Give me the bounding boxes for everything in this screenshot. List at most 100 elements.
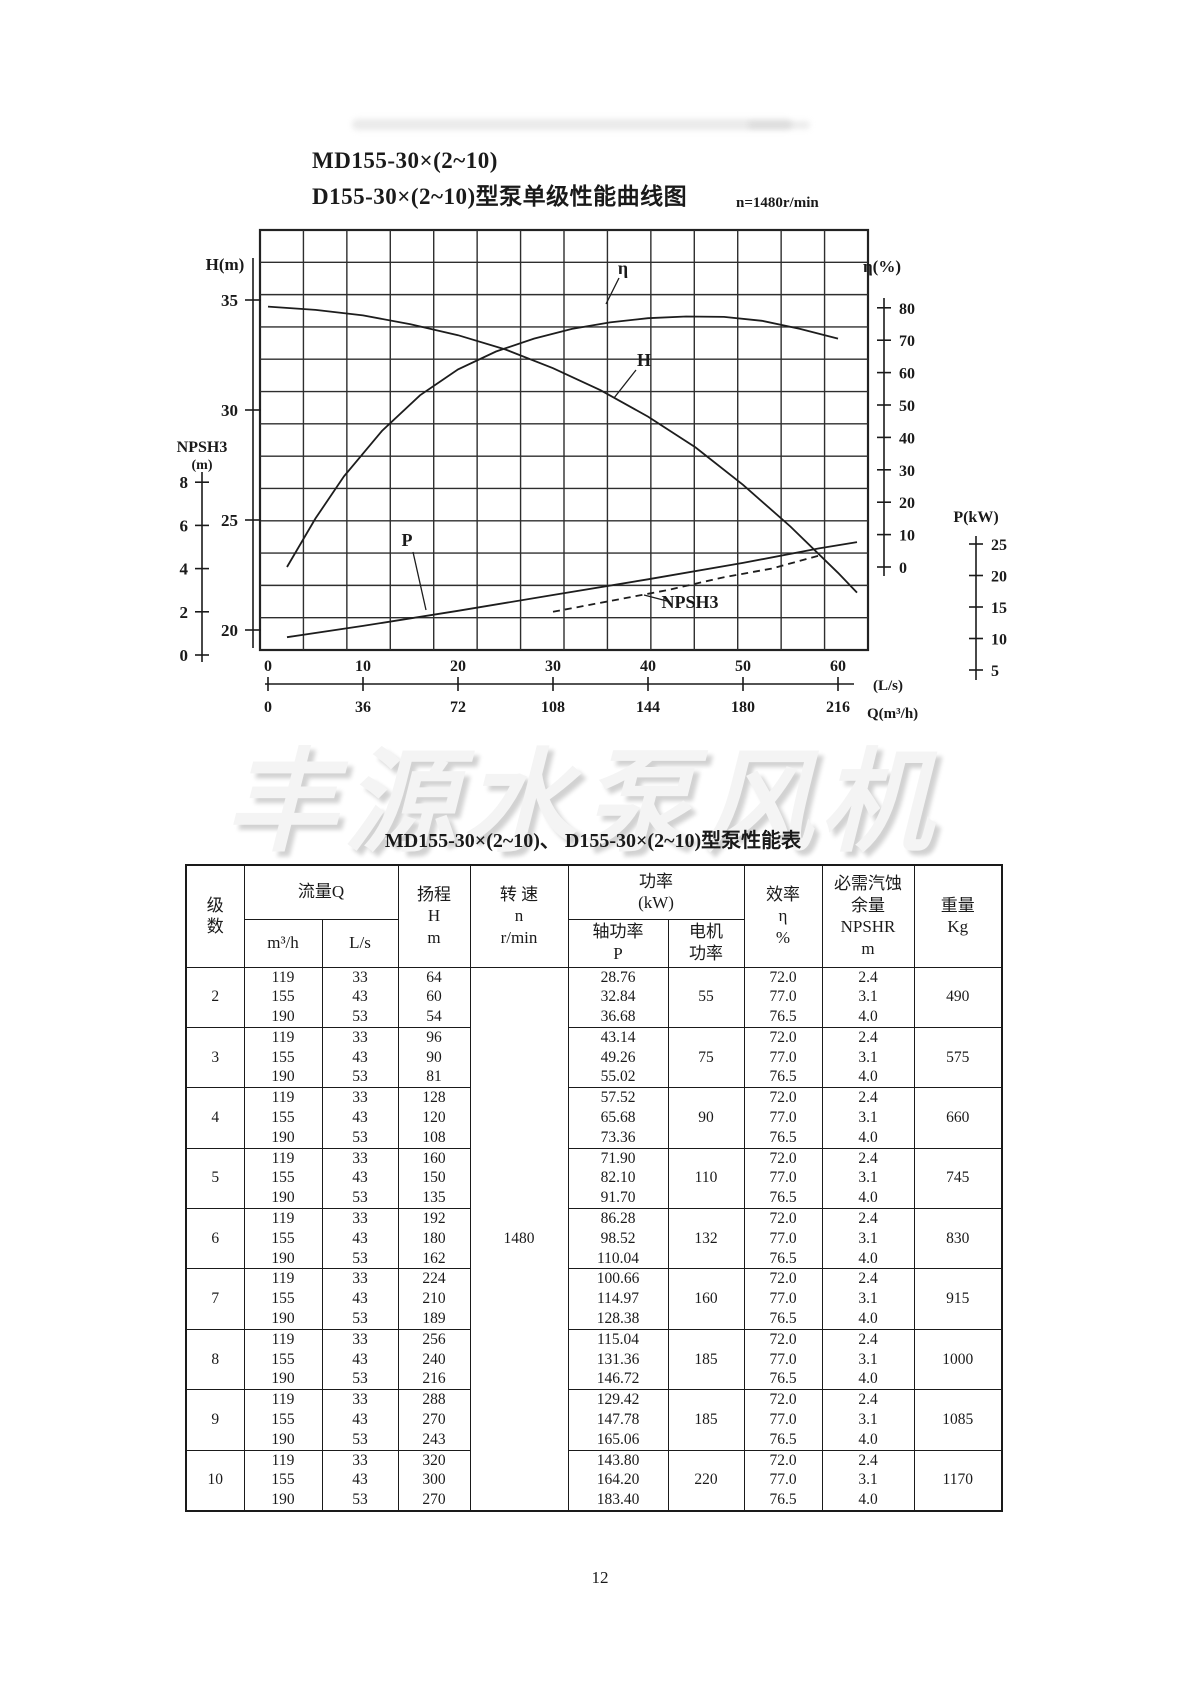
cell-weight: 575 (913, 1026, 1003, 1089)
cell-npshr: 2.4 3.1 4.0 (821, 1087, 915, 1149)
table-title: MD155-30×(2~10)、 D155-30×(2~10)型泵性能表 (384, 830, 802, 852)
cell-efficiency: 72.0 77.0 76.5 (743, 966, 823, 1028)
header-shaft-power: 轴功率 P (567, 918, 669, 968)
svg-text:70: 70 (899, 333, 915, 350)
cell-flow-ls: 33 43 53 (321, 1208, 399, 1270)
cell-efficiency: 72.0 77.0 76.5 (743, 1087, 823, 1149)
cell-shaft-power: 57.52 65.68 73.36 (567, 1087, 669, 1149)
cell-shaft-power: 71.90 82.10 91.70 (567, 1147, 669, 1210)
svg-text:50: 50 (899, 398, 915, 415)
cell-weight: 660 (913, 1087, 1003, 1149)
cell-flow-m3h: 119 155 190 (243, 1268, 323, 1330)
svg-text:25: 25 (991, 537, 1007, 554)
cell-head: 160 150 135 (397, 1147, 471, 1210)
cell-shaft-power: 86.28 98.52 110.04 (567, 1208, 669, 1270)
cell-flow-ls: 33 43 53 (321, 1147, 399, 1210)
cell-npshr: 2.4 3.1 4.0 (821, 1208, 915, 1270)
cell-motor-power: 185 (667, 1328, 745, 1391)
cell-weight: 830 (913, 1208, 1003, 1270)
svg-text:10: 10 (355, 658, 371, 675)
svg-text:60: 60 (830, 658, 846, 675)
cell-flow-m3h: 119 155 190 (243, 1147, 323, 1210)
stage-row-10: 10 119 155 190 33 43 53 320 300 270 143.80 1… (185, 1449, 1003, 1512)
svg-text:20: 20 (899, 495, 915, 512)
svg-text:0: 0 (264, 699, 272, 716)
cell-weight: 1000 (913, 1328, 1003, 1391)
cell-efficiency: 72.0 77.0 76.5 (743, 1147, 823, 1210)
svg-text:20: 20 (991, 569, 1007, 586)
cell-efficiency: 72.0 77.0 76.5 (743, 1026, 823, 1089)
svg-text:50: 50 (735, 658, 751, 675)
stage-row-9: 9 119 155 190 33 43 53 288 270 243 129.42 14… (185, 1389, 1003, 1451)
header-flow-ls: L/s (321, 918, 399, 968)
svg-text:H(m): H(m) (206, 255, 245, 274)
svg-text:10: 10 (899, 528, 915, 545)
cell-head: 64 60 54 (397, 966, 471, 1028)
cell-head: 320 300 270 (397, 1449, 471, 1512)
svg-text:η(%): η(%) (863, 257, 901, 276)
cell-flow-ls: 33 43 53 (321, 1026, 399, 1089)
cell-stage: 3 (185, 1026, 245, 1089)
chart-title-line-1: MD155-30×(2~10) (312, 148, 498, 173)
svg-text:5: 5 (991, 663, 999, 680)
scan-artifact-small (748, 121, 810, 129)
svg-text:10: 10 (991, 632, 1007, 649)
svg-text:30: 30 (545, 658, 561, 675)
cell-stage: 2 (185, 966, 245, 1028)
cell-motor-power: 132 (667, 1208, 745, 1270)
cell-head: 96 90 81 (397, 1026, 471, 1089)
cell-weight: 490 (913, 966, 1003, 1028)
stage-row-7: 7 119 155 190 33 43 53 224 210 189 100.66 11… (185, 1268, 1003, 1330)
cell-flow-ls: 33 43 53 (321, 1268, 399, 1330)
svg-text:(m): (m) (192, 458, 213, 473)
curve-label-eta: η (618, 258, 628, 278)
svg-text:20: 20 (450, 658, 466, 675)
svg-text:40: 40 (640, 658, 656, 675)
cell-npshr: 2.4 3.1 4.0 (821, 1147, 915, 1210)
cell-npshr: 2.4 3.1 4.0 (821, 1328, 915, 1391)
svg-text:25: 25 (221, 511, 238, 530)
cell-flow-m3h: 119 155 190 (243, 1389, 323, 1451)
scan-artifact (352, 119, 792, 130)
svg-text:0: 0 (180, 646, 189, 665)
watermark-text: 丰源水泵风机 (225, 742, 939, 866)
cell-flow-m3h: 119 155 190 (243, 966, 323, 1028)
svg-text:108: 108 (541, 699, 565, 716)
stage-row-4: 4 119 155 190 33 43 53 128 120 108 57.52 65.… (185, 1087, 1003, 1149)
cell-motor-power: 160 (667, 1268, 745, 1330)
rotation-speed-note: n=1480r/min (736, 195, 819, 211)
cell-npshr: 2.4 3.1 4.0 (821, 1389, 915, 1451)
cell-flow-m3h: 119 155 190 (243, 1026, 323, 1089)
svg-text:80: 80 (899, 301, 915, 318)
svg-text:Q(m³/h): Q(m³/h) (867, 706, 918, 722)
pump-table: 级 数 流量Q 扬程 H m 转 速 n r/min 功率 (kW) 效率 η … (185, 864, 1003, 1513)
chart-title-line-2: D155-30×(2~10)型泵单级性能曲线图 (312, 184, 688, 209)
header-stage: 级 数 (185, 864, 245, 968)
curve-label-npsh3: NPSH3 (661, 592, 718, 612)
svg-text:144: 144 (636, 699, 660, 716)
cell-stage: 4 (185, 1087, 245, 1149)
header-power: 功率 (kW) (567, 864, 745, 920)
cell-weight: 1085 (913, 1389, 1003, 1451)
cell-efficiency: 72.0 77.0 76.5 (743, 1328, 823, 1391)
cell-shaft-power: 143.80 164.20 183.40 (567, 1449, 669, 1512)
svg-text:60: 60 (899, 366, 915, 383)
stage-row-8: 8 119 155 190 33 43 53 256 240 216 115.04 13… (185, 1328, 1003, 1391)
cell-efficiency: 72.0 77.0 76.5 (743, 1389, 823, 1451)
cell-stage: 6 (185, 1208, 245, 1270)
cell-motor-power: 220 (667, 1449, 745, 1512)
header-efficiency: 效率 η % (743, 864, 823, 968)
cell-head: 288 270 243 (397, 1389, 471, 1451)
pump-table-header: 级 数 流量Q 扬程 H m 转 速 n r/min 功率 (kW) 效率 η … (185, 864, 1003, 968)
stage-row-2: 2 119 155 190 33 43 53 64 60 54 1480 28.76 32… (185, 966, 1003, 1512)
cell-npshr: 2.4 3.1 4.0 (821, 966, 915, 1028)
cell-shaft-power: 100.66 114.97 128.38 (567, 1268, 669, 1330)
cell-flow-m3h: 119 155 190 (243, 1449, 323, 1512)
cell-motor-power: 90 (667, 1087, 745, 1149)
cell-npshr: 2.4 3.1 4.0 (821, 1449, 915, 1512)
svg-text:30: 30 (221, 401, 238, 420)
curve-label-h: H (637, 350, 651, 370)
performance-chart: 35302520H(m)86420NPSH3(m)807060504030201… (177, 228, 1007, 722)
cell-stage: 5 (185, 1147, 245, 1210)
